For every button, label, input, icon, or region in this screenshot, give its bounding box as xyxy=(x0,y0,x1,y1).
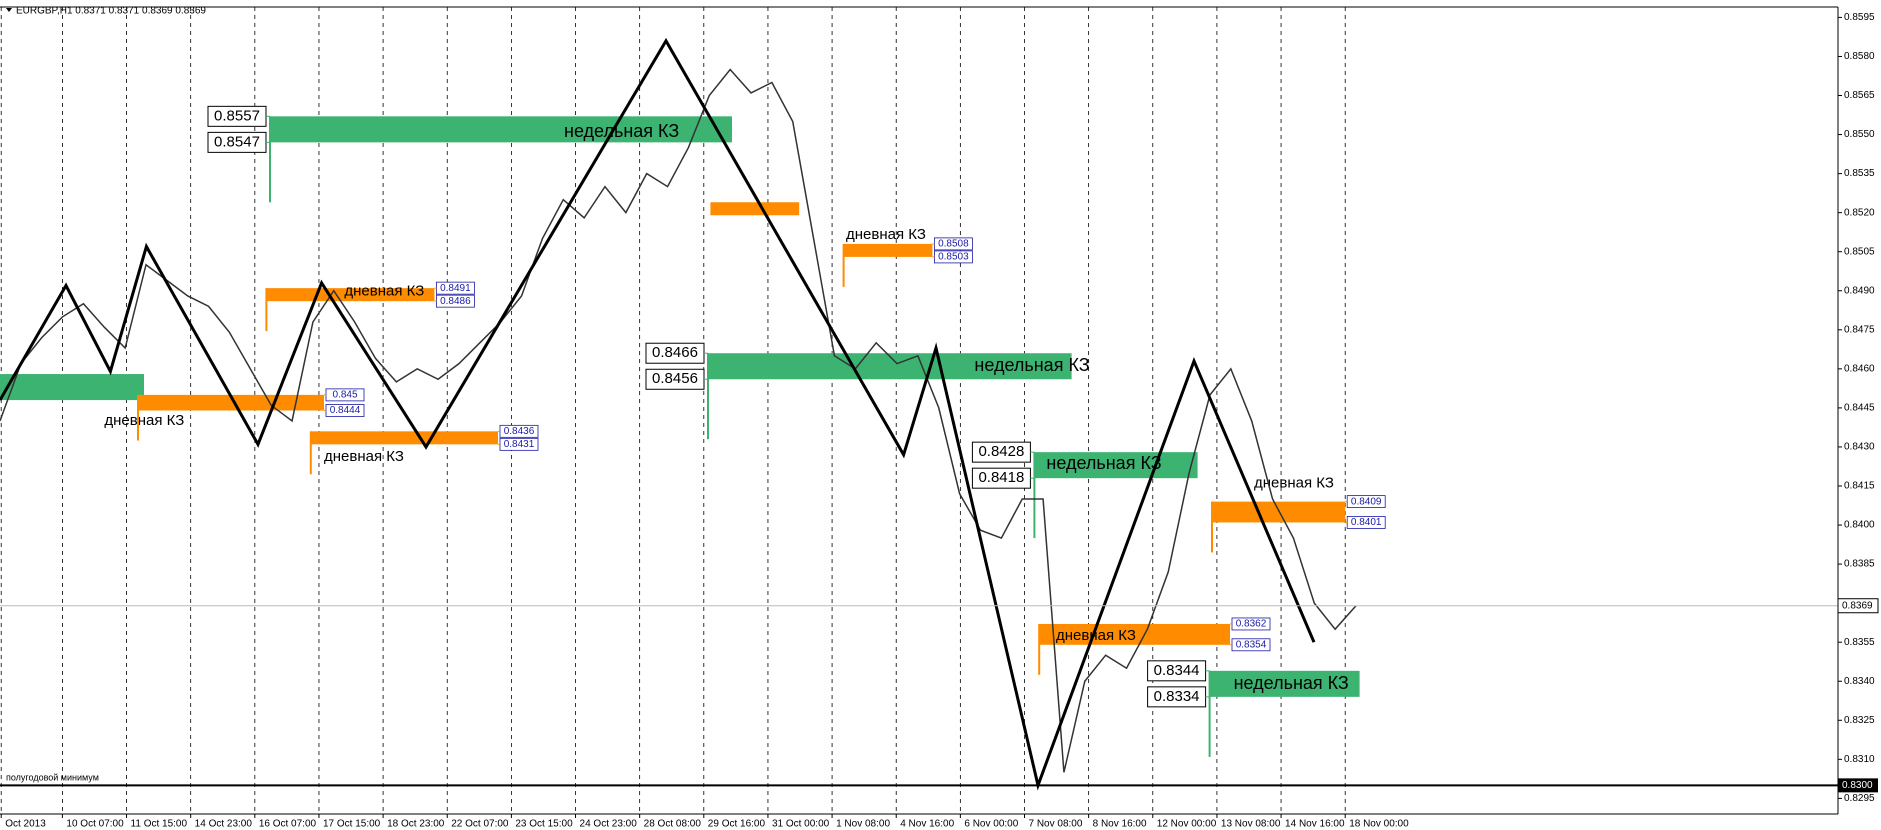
price-tag-label: 0.8503 xyxy=(938,252,969,263)
y-tick-label: 0.8295 xyxy=(1844,793,1875,804)
y-tick-label: 0.8520 xyxy=(1844,207,1875,218)
price-tag-label: 0.8334 xyxy=(1154,688,1200,705)
y-tick-label: 0.8505 xyxy=(1844,246,1875,257)
y-tick-label: 0.8445 xyxy=(1844,403,1875,414)
zone xyxy=(708,353,1072,380)
last-price-tag xyxy=(1837,598,1879,614)
x-tick-label: 1 Nov 08:00 xyxy=(836,819,890,830)
y-tick-label: 0.8535 xyxy=(1844,168,1875,179)
y-tick-label: 0.8475 xyxy=(1844,324,1875,335)
price-line xyxy=(0,68,1357,773)
y-tick-label: 0.8430 xyxy=(1844,442,1875,453)
x-tick-label: 24 Oct 23:00 xyxy=(580,819,638,830)
zone xyxy=(270,116,732,143)
x-tick-label: 6 Nov 00:00 xyxy=(964,819,1018,830)
chart-title: EURGBP,H1 0.8371 0.8371 0.8369 0.8369 xyxy=(16,6,206,17)
x-tick-label: Oct 2013 xyxy=(5,819,46,830)
zone-label: недельная КЗ xyxy=(974,355,1089,375)
y-tick-label: 0.8550 xyxy=(1844,129,1875,140)
zone-label: дневная КЗ xyxy=(1056,627,1136,644)
x-tick-label: 14 Nov 16:00 xyxy=(1285,819,1345,830)
x-tick-label: 18 Nov 00:00 xyxy=(1349,819,1409,830)
x-tick-label: 17 Oct 15:00 xyxy=(323,819,381,830)
price-tag-label: 0.8401 xyxy=(1351,517,1382,528)
x-tick-label: 14 Oct 23:00 xyxy=(195,819,253,830)
support-tag-label: 0.8300 xyxy=(1842,780,1873,791)
price-tag-label: 0.8344 xyxy=(1154,662,1200,679)
price-tag-label: 0.8486 xyxy=(440,296,471,307)
price-tag-label: 0.8354 xyxy=(1236,639,1267,650)
x-tick-label: 23 Oct 15:00 xyxy=(515,819,573,830)
x-tick-label: 11 Oct 15:00 xyxy=(131,819,188,830)
price-tag-label: 0.8428 xyxy=(978,443,1024,460)
price-tag-label: 0.8436 xyxy=(504,426,535,437)
price-tag-label: 0.8491 xyxy=(440,283,471,294)
zone-label: дневная КЗ xyxy=(344,283,424,300)
y-tick-label: 0.8565 xyxy=(1844,90,1875,101)
y-tick-label: 0.8595 xyxy=(1844,12,1875,23)
zone xyxy=(310,431,498,445)
x-tick-label: 10 Oct 07:00 xyxy=(66,819,124,830)
x-tick-label: 13 Nov 08:00 xyxy=(1221,819,1281,830)
y-tick-label: 0.8400 xyxy=(1844,520,1875,531)
y-tick-label: 0.8580 xyxy=(1844,51,1875,62)
zone-label: дневная КЗ xyxy=(846,226,926,243)
price-tag-label: 0.8409 xyxy=(1351,496,1382,507)
zone-label: недельная КЗ xyxy=(564,121,679,141)
price-tag-label: 0.8362 xyxy=(1236,619,1267,630)
x-tick-label: 31 Oct 00:00 xyxy=(772,819,830,830)
zone-label: дневная КЗ xyxy=(104,412,184,429)
menu-arrow xyxy=(6,8,12,12)
y-tick-label: 0.8385 xyxy=(1844,559,1875,570)
price-tag-label: 0.8431 xyxy=(504,439,535,450)
price-tag-label: 0.8456 xyxy=(652,370,698,387)
y-tick-label: 0.8340 xyxy=(1844,676,1875,687)
x-tick-label: 18 Oct 23:00 xyxy=(387,819,445,830)
last-price-label: 0.8369 xyxy=(1842,600,1873,611)
zone xyxy=(266,288,435,302)
price-tag-label: 0.8508 xyxy=(938,239,969,250)
zone xyxy=(1034,452,1198,479)
x-tick-label: 7 Nov 08:00 xyxy=(1029,819,1083,830)
x-tick-label: 28 Oct 08:00 xyxy=(644,819,702,830)
price-tag-label: 0.8547 xyxy=(214,133,260,150)
y-tick-label: 0.8355 xyxy=(1844,637,1875,648)
y-tick-label: 0.8415 xyxy=(1844,481,1875,492)
support-tag xyxy=(1838,778,1878,793)
x-tick-label: 12 Nov 00:00 xyxy=(1157,819,1217,830)
zone-label: дневная КЗ xyxy=(324,448,404,465)
x-tick-label: 8 Nov 16:00 xyxy=(1093,819,1147,830)
zone xyxy=(843,243,933,257)
price-tag-label: 0.8466 xyxy=(652,344,698,361)
price-tag-label: 0.845 xyxy=(332,390,357,401)
support-text: полугодовой минимум xyxy=(6,773,99,783)
x-tick-label: 29 Oct 16:00 xyxy=(708,819,766,830)
x-tick-label: 4 Nov 16:00 xyxy=(900,819,954,830)
zone-label: недельная КЗ xyxy=(1046,453,1161,473)
zone xyxy=(1209,670,1360,697)
y-tick-label: 0.8490 xyxy=(1844,285,1875,296)
zone xyxy=(1212,501,1346,523)
zone xyxy=(710,202,800,216)
zone xyxy=(1039,623,1230,645)
price-tag-label: 0.8418 xyxy=(978,469,1024,486)
y-tick-label: 0.8310 xyxy=(1844,754,1875,765)
y-tick-label: 0.8460 xyxy=(1844,363,1875,374)
price-tag-label: 0.8444 xyxy=(330,405,361,416)
x-tick-label: 22 Oct 07:00 xyxy=(451,819,509,830)
zone xyxy=(0,374,144,401)
price-tag-label: 0.8557 xyxy=(214,107,260,124)
y-tick-label: 0.8325 xyxy=(1844,715,1875,726)
x-tick-label: 16 Oct 07:00 xyxy=(259,819,317,830)
zone-label: дневная КЗ xyxy=(1254,475,1334,492)
zone-label: недельная КЗ xyxy=(1234,673,1349,693)
